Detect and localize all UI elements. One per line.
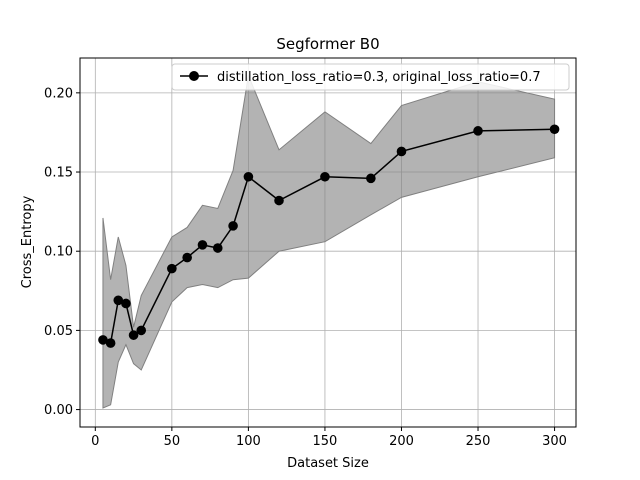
x-tick-label: 200 — [389, 434, 414, 449]
y-tick-label: 0.10 — [44, 245, 73, 260]
data-point — [366, 173, 376, 184]
x-tick-label: 150 — [313, 434, 338, 449]
y-tick-label: 0.15 — [44, 166, 73, 181]
legend-box — [171, 63, 570, 91]
data-point — [182, 252, 192, 263]
data-point — [128, 330, 139, 340]
y-tick-label: 0.20 — [44, 86, 73, 101]
y-axis-ticks: 0.00 0.05 0.10 0.15 0.20 — [44, 86, 80, 418]
data-point — [121, 298, 131, 309]
y-axis-label: Cross_Entropy — [20, 195, 35, 288]
data-point — [212, 243, 223, 253]
x-axis-ticks: 0 50 100 150 200 250 300 — [91, 427, 567, 449]
data-point — [320, 171, 330, 182]
x-tick-label: 100 — [236, 434, 261, 449]
chart-title: Segformer B0 — [276, 35, 379, 53]
data-point — [396, 146, 407, 157]
confidence-band-area — [102, 73, 556, 409]
x-axis-label: Dataset Size — [287, 456, 369, 471]
y-tick-label: 0.05 — [44, 324, 73, 339]
confidence-band — [102, 73, 556, 409]
data-point — [113, 295, 124, 306]
x-tick-label: 0 — [91, 434, 99, 449]
data-point — [549, 124, 560, 135]
data-point — [98, 335, 108, 345]
data-point — [105, 338, 116, 348]
data-point — [197, 240, 208, 250]
data-point — [473, 126, 483, 136]
x-tick-label: 50 — [164, 434, 181, 449]
legend-marker-sample — [189, 71, 199, 81]
series-markers — [98, 124, 560, 348]
x-tick-label: 300 — [542, 434, 567, 449]
legend: distillation_loss_ratio=0.3, original_lo… — [171, 63, 570, 91]
data-point — [167, 263, 177, 274]
data-point — [243, 171, 254, 182]
data-point — [136, 325, 147, 336]
legend-entry-label: distillation_loss_ratio=0.3, original_lo… — [217, 70, 541, 85]
plot-frame — [79, 57, 577, 428]
x-tick-label: 250 — [466, 434, 491, 449]
data-point — [228, 221, 238, 231]
data-point — [274, 195, 284, 206]
y-tick-label: 0.00 — [44, 403, 73, 418]
